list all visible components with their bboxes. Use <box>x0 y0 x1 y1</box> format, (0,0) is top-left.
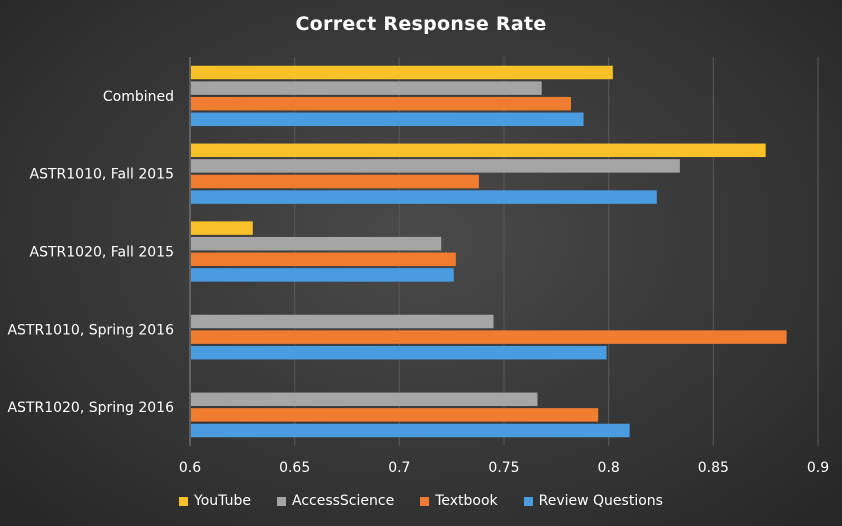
x-tick-label: 0.7 <box>388 460 410 476</box>
legend-swatch <box>523 496 533 506</box>
bar-review-questions <box>191 423 630 438</box>
x-tick-label: 0.9 <box>807 460 829 476</box>
legend-label: Review Questions <box>538 493 663 509</box>
legend-label: Textbook <box>435 493 498 509</box>
bar-textbook <box>191 96 571 111</box>
bar-textbook <box>191 408 599 422</box>
legend-item: Review Questions <box>523 493 663 509</box>
legend-label: AccessScience <box>291 493 395 509</box>
legend-swatch <box>179 496 189 506</box>
bar-review-questions <box>191 190 657 204</box>
x-tick-label: 0.65 <box>279 460 310 476</box>
x-tick-label: 0.85 <box>698 460 729 476</box>
bar-accessscience <box>191 314 494 329</box>
x-tick-label: 0.75 <box>488 460 519 476</box>
bar-textbook <box>191 330 787 344</box>
legend-item: YouTube <box>179 493 251 509</box>
legend: YouTube AccessScience Textbook Review Quest… <box>0 493 842 509</box>
bars <box>191 65 787 438</box>
category-label: ASTR1010, Spring 2016 <box>7 322 174 338</box>
legend-swatch <box>276 496 286 506</box>
category-label: ASTR1010, Fall 2015 <box>30 167 174 183</box>
legend-item: AccessScience <box>276 493 395 509</box>
bar-youtube <box>191 143 766 158</box>
x-tick-label: 0.6 <box>179 460 201 476</box>
bar-review-questions <box>191 345 607 360</box>
bar-youtube <box>191 65 613 80</box>
bar-textbook <box>191 252 456 267</box>
bar-review-questions <box>191 112 584 127</box>
axes: 0.6 0.65 0.7 0.75 0.8 0.85 0.9 Combined ASTR1010… <box>7 57 829 476</box>
legend-item: Textbook <box>420 493 498 509</box>
legend-swatch <box>420 496 430 506</box>
bar-textbook <box>191 174 479 189</box>
bar-youtube <box>191 221 253 235</box>
bar-accessscience <box>191 159 680 173</box>
category-label: Combined <box>103 89 174 105</box>
chart-title: Correct Response Rate <box>295 13 547 35</box>
bar-review-questions <box>191 268 454 282</box>
bar-accessscience <box>191 81 542 95</box>
bar-accessscience <box>191 236 442 251</box>
x-tick-label: 0.8 <box>598 460 620 476</box>
category-label: ASTR1020, Fall 2015 <box>30 245 174 261</box>
bar-accessscience <box>191 392 538 407</box>
category-label: ASTR1020, Spring 2016 <box>7 400 174 416</box>
gridlines <box>294 57 819 446</box>
legend-label: YouTube <box>194 493 251 509</box>
